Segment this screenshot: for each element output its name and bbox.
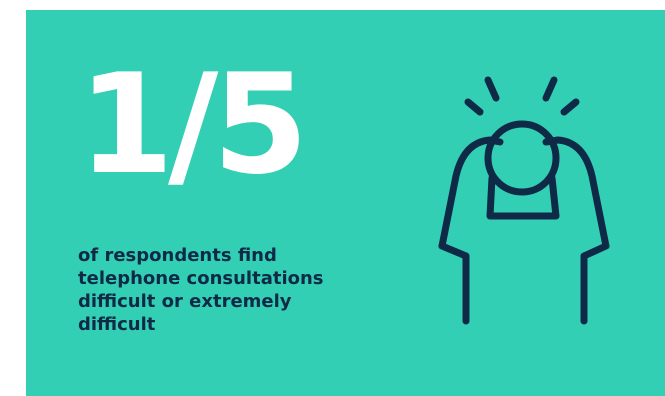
stressed-person-icon [438,76,610,325]
stress-line-icon [484,76,500,102]
stress-line-icon [542,76,558,102]
statistic-value: 1/5 [78,44,308,205]
stress-line-icon [560,98,580,116]
head-shape [484,120,560,196]
infographic-card: 1/5 of respondents find telephone consul… [26,10,665,396]
right-arm-shape [542,136,610,325]
left-arm-shape [438,136,504,325]
stress-line-icon [464,98,484,116]
neck-shape [486,174,560,220]
statistic-caption: of respondents find telephone consultati… [78,245,324,335]
